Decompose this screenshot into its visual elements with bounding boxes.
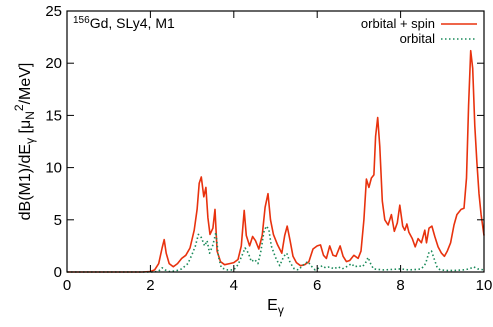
y-tick-label: 10 <box>45 160 62 177</box>
legend: orbital + spin orbital <box>361 16 477 46</box>
x-tick-label: 4 <box>230 277 238 294</box>
x-axis-label-main: E <box>267 297 278 314</box>
tick-layer: 0 2 4 6 8 10 0 5 10 15 20 25 <box>45 3 492 294</box>
x-tick-label: 6 <box>313 277 321 294</box>
y-tick-label: 20 <box>45 55 62 72</box>
x-tick-label: 2 <box>146 277 154 294</box>
series-layer <box>67 49 485 273</box>
y-axis-label-part1-sub: γ <box>23 138 37 144</box>
y-tick-label: 15 <box>45 107 62 124</box>
y-tick-label: 5 <box>54 212 62 229</box>
annotation-superscript: 156 <box>73 15 90 26</box>
x-axis-label-sub: γ <box>278 303 284 317</box>
chart-annotation: 156Gd, SLy4, M1 <box>73 15 175 31</box>
y-axis-label-part2-sub: N <box>23 111 37 120</box>
y-tick-label: 0 <box>54 264 62 281</box>
plot-frame <box>66 10 485 273</box>
series-line-orbital-spin <box>67 49 485 273</box>
y-axis-label-part3: /MeV] <box>17 63 34 105</box>
legend-label-orbital-spin: orbital + spin <box>361 16 435 31</box>
y-tick-label: 25 <box>45 3 62 20</box>
x-axis-label: Eγ <box>267 297 284 317</box>
y-axis-label-part2-sup: 2 <box>12 104 26 111</box>
annotation-main: Gd, SLy4, M1 <box>90 15 175 31</box>
y-axis-label-part2: [μ <box>17 120 34 134</box>
x-tick-label: 8 <box>396 277 404 294</box>
y-axis-label: dB(M1)/dEγ [μN2/MeV] <box>12 63 37 221</box>
y-axis-label-part1: dB(M1)/dE <box>17 144 34 220</box>
x-tick-label: 0 <box>63 277 71 294</box>
legend-label-orbital: orbital <box>400 31 436 46</box>
x-tick-label: 10 <box>476 277 493 294</box>
